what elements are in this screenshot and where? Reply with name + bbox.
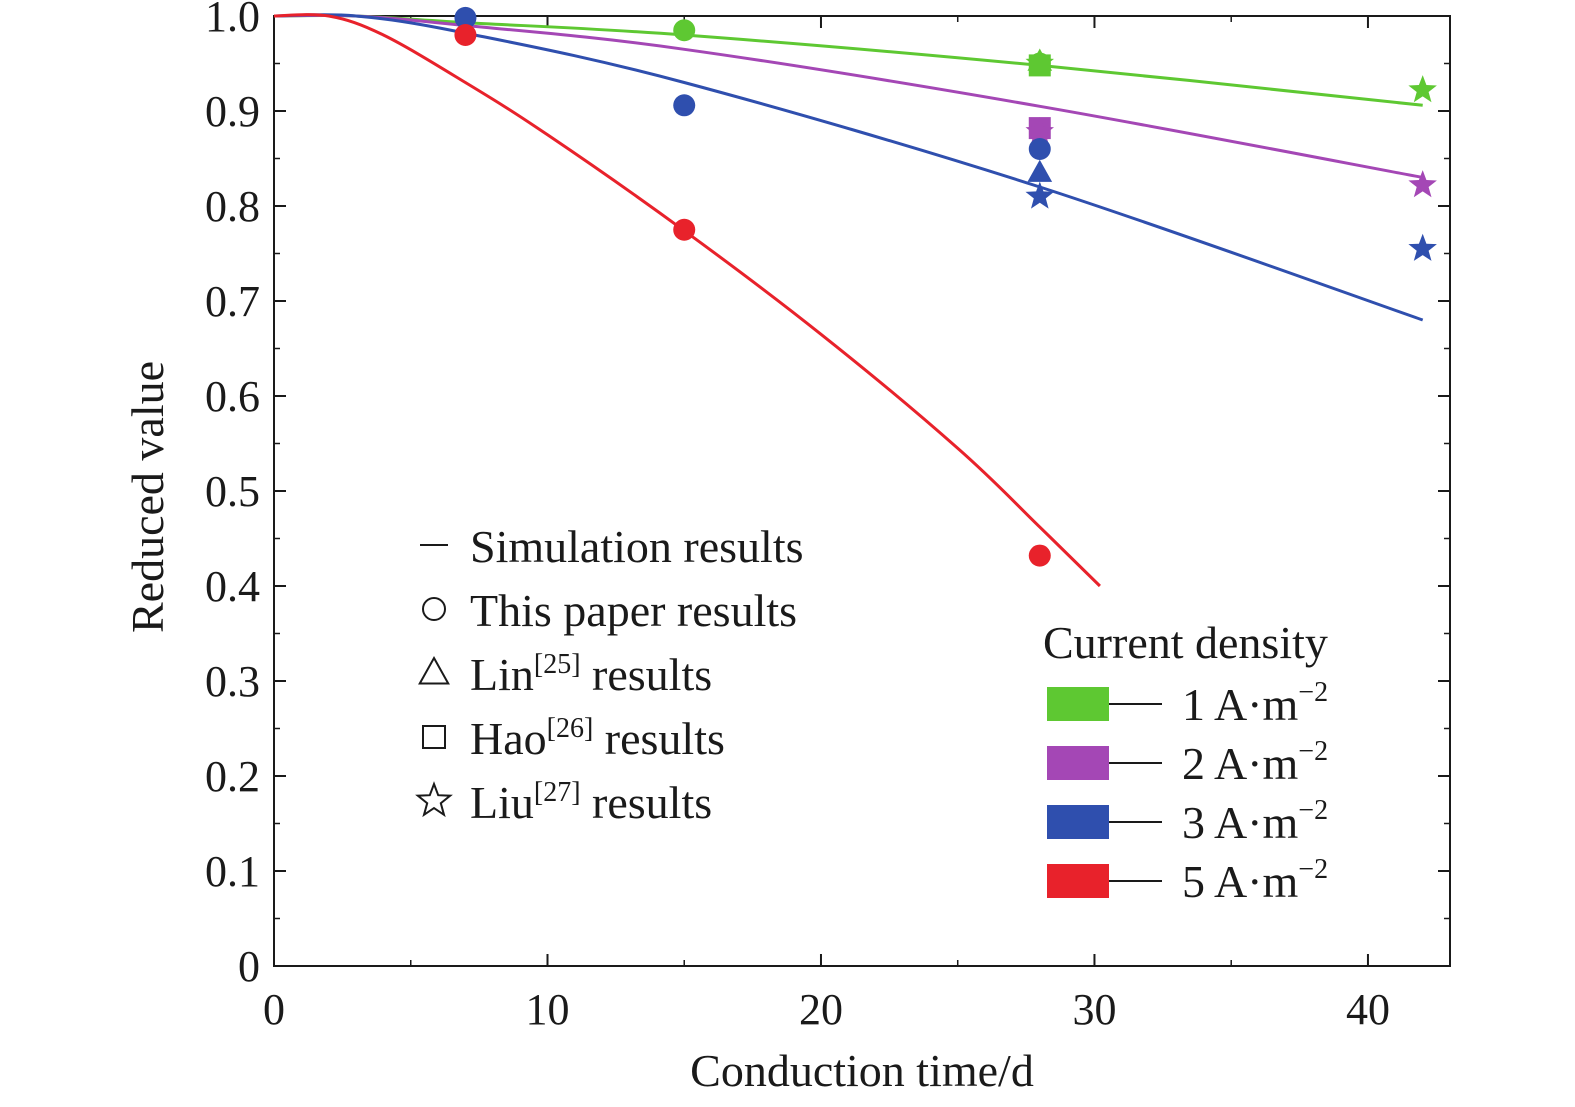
- simulation-lines: [273, 13, 1424, 588]
- x-axis: 0 10 20 30 40: [263, 16, 1390, 1034]
- legend-triangle-symbol: [418, 655, 450, 685]
- simulation-line-3: [273, 13, 1424, 322]
- circle-marker-5: [454, 24, 477, 46]
- star-marker-3: [1408, 233, 1437, 261]
- y-tick-label: 0.9: [205, 87, 260, 136]
- x-tick-label: 40: [1346, 985, 1390, 1034]
- y-tick-label: 0.6: [205, 372, 260, 421]
- circle-marker-3: [454, 6, 477, 29]
- star-marker-1: [1025, 48, 1054, 76]
- triangle-marker-3: [1027, 159, 1053, 182]
- x-axis-title: Conduction time/d: [690, 1045, 1034, 1096]
- legend-title: Current density: [1043, 617, 1328, 668]
- y-tick-label: 0: [238, 942, 260, 991]
- star-marker-1: [1408, 75, 1437, 103]
- y-tick-label: 1.0: [205, 0, 260, 41]
- circle-marker-5: [1028, 544, 1051, 567]
- y-tick-label: 0.8: [205, 182, 260, 231]
- y-tick-label: 0.1: [205, 847, 260, 896]
- x-tick-label: 20: [799, 985, 843, 1034]
- star-marker-2: [1408, 170, 1437, 198]
- star-marker-2: [1025, 116, 1054, 144]
- legend-label-3: 3 A·m−2: [1182, 795, 1328, 848]
- legend-square-label: Hao[26] results: [470, 713, 725, 764]
- legend-triangle-label: Lin[25] results: [470, 649, 712, 700]
- legend-swatch-1: [1047, 687, 1109, 721]
- legend-star-symbol: [415, 781, 453, 818]
- legend-swatch-2: [1047, 746, 1109, 780]
- star-marker-3: [1025, 181, 1054, 209]
- simulation-line-2: [273, 13, 1423, 179]
- y-axis: 0 0.1 0.2 0.3 0.4 0.5 0.6 0.7 0.8 0.9 1.0: [205, 0, 1450, 991]
- circle-marker-3: [673, 94, 696, 117]
- y-tick-label: 0.7: [205, 277, 260, 326]
- x-tick-label: 10: [525, 985, 569, 1034]
- y-tick-label: 0.4: [205, 562, 260, 611]
- x-tick-label: 30: [1072, 985, 1116, 1034]
- y-axis-title: Reduced value: [122, 361, 173, 633]
- legend-square-symbol: [422, 725, 446, 749]
- y-tick-label: 0.3: [205, 657, 260, 706]
- current-density-legend: Current density 1 A·m−2 2 A·m−2 3 A·m−2 5 A…: [1043, 617, 1328, 907]
- legend-circle-label: This paper results: [470, 585, 797, 636]
- y-tick-label: 0.2: [205, 752, 260, 801]
- legend-label-5: 5 A·m−2: [1182, 854, 1328, 907]
- marker-legend: Simulation results This paper results Lin[…: [415, 521, 804, 828]
- circle-marker-5: [673, 218, 696, 241]
- legend-line-label: Simulation results: [470, 521, 804, 572]
- data-points: [454, 6, 1437, 567]
- y-tick-label: 0.5: [205, 467, 260, 516]
- circle-marker-1: [673, 19, 696, 42]
- legend-swatch-3: [1047, 805, 1109, 839]
- circle-marker-3: [1028, 138, 1051, 160]
- legend-label-2: 2 A·m−2: [1182, 736, 1328, 789]
- legend-star-label: Liu[27] results: [470, 777, 712, 828]
- legend-circle-symbol: [422, 597, 446, 621]
- legend-label-1: 1 A·m−2: [1182, 677, 1328, 730]
- legend-swatch-5: [1047, 864, 1109, 898]
- x-tick-label: 0: [263, 985, 285, 1034]
